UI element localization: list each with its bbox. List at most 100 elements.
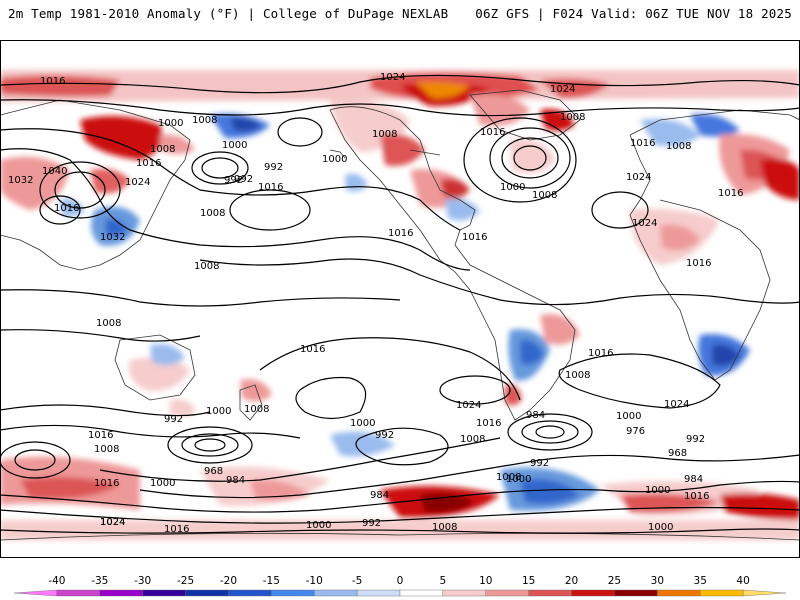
contour-label: 1000 bbox=[322, 154, 347, 165]
contour-label: 984 bbox=[226, 475, 245, 486]
colorbar-tick-label: -30 bbox=[134, 575, 151, 587]
contour-label: 1008 bbox=[200, 208, 225, 219]
colorbar-segment bbox=[657, 589, 701, 597]
colorbar-tick-label: -20 bbox=[220, 575, 237, 587]
contour-label: 1000 bbox=[648, 522, 673, 533]
contour-label: 1000 bbox=[506, 474, 531, 485]
colorbar-segment bbox=[142, 589, 186, 597]
contour-label: 1024 bbox=[456, 400, 481, 411]
contour-label: 1016 bbox=[684, 491, 709, 502]
colorbar-tick-label: -5 bbox=[352, 575, 362, 587]
contour-label: 1016 bbox=[136, 158, 161, 169]
contour-label: 968 bbox=[668, 448, 687, 459]
contour-label: 1008 bbox=[496, 472, 521, 483]
contour-label: 1000 bbox=[500, 182, 525, 193]
contour-label: 1024 bbox=[100, 517, 125, 528]
colorbar-tick-label: -10 bbox=[306, 575, 323, 587]
contour-label: 1008 bbox=[565, 370, 590, 381]
contour-label: 1016 bbox=[718, 188, 743, 199]
contour-label: 1016 bbox=[388, 228, 413, 239]
contour-label: 1000 bbox=[150, 478, 175, 489]
contour-label: 1008 bbox=[532, 190, 557, 201]
colorbar-segment bbox=[742, 589, 787, 597]
contour-label: 1040 bbox=[42, 166, 67, 177]
colorbar-labels: -40 -35 -30 -25 -20 -15 -10 -5 0 5 10 15 20 25 30 35 40 bbox=[48, 575, 749, 587]
colorbar-segment bbox=[314, 589, 358, 597]
colorbar-tick-label: 40 bbox=[736, 575, 749, 587]
colorbar-segment bbox=[271, 589, 315, 597]
colorbar-tick-label: 25 bbox=[608, 575, 621, 587]
contour-label: 968 bbox=[204, 466, 223, 477]
colorbar-segment bbox=[228, 589, 272, 597]
colorbar-tick-label: 30 bbox=[651, 575, 664, 587]
contour-label: 1000 bbox=[350, 418, 375, 429]
contour-label: 992 bbox=[686, 434, 705, 445]
colorbar-segment bbox=[99, 589, 143, 597]
colorbar-segment bbox=[399, 589, 444, 597]
contour-label: 1016 bbox=[588, 348, 613, 359]
contour-label: 1008 bbox=[372, 129, 397, 140]
contour-label: 1024 bbox=[664, 399, 689, 410]
contour-label: 1000 bbox=[616, 411, 641, 422]
contour-label: 992 bbox=[362, 518, 381, 529]
contour-label: 1016 bbox=[686, 258, 711, 269]
contour-label: 1032 bbox=[8, 175, 33, 186]
temperature-anomaly-map: 1016 1024 1000 1008 1008 1000 992 992 10… bbox=[0, 40, 800, 558]
contour-label: 1024 bbox=[626, 172, 651, 183]
colorbar-tick-label: -35 bbox=[91, 575, 108, 587]
colorbar-segment bbox=[356, 589, 401, 597]
contour-label: 1000 bbox=[645, 485, 670, 496]
colorbar-tick-label: -15 bbox=[263, 575, 280, 587]
colorbar-tick-label: -25 bbox=[177, 575, 194, 587]
contour-label: 1032 bbox=[100, 232, 125, 243]
isobars bbox=[0, 74, 800, 534]
contour-label: 1016 bbox=[88, 430, 113, 441]
contour-label: 1016 bbox=[164, 524, 189, 535]
contour-label: 1008 bbox=[244, 404, 269, 415]
colorbar-segment bbox=[528, 589, 572, 597]
contour-label: 1008 bbox=[194, 261, 219, 272]
contour-label: 1000 bbox=[222, 140, 247, 151]
contour-label: 1016 bbox=[54, 203, 79, 214]
contour-label: 1016 bbox=[258, 182, 283, 193]
contour-label: 1000 bbox=[158, 118, 183, 129]
colorbar-tick-label: 20 bbox=[565, 575, 578, 587]
colorbar-segment bbox=[700, 589, 744, 597]
colorbar-segment bbox=[614, 589, 658, 597]
colorbar: -40 -35 -30 -25 -20 -15 -10 -5 0 5 10 15 20 25 30 35 40 bbox=[13, 575, 787, 597]
contour-label: 1016 bbox=[462, 232, 487, 243]
contour-label: 1008 bbox=[96, 318, 121, 329]
contour-label: 1024 bbox=[125, 177, 150, 188]
colorbar-tick-label: 15 bbox=[522, 575, 535, 587]
colorbar-tick-label: 10 bbox=[479, 575, 492, 587]
colorbar-tick-label: 5 bbox=[440, 575, 447, 587]
contour-labels: 1016 1024 1000 1008 1008 1000 992 992 10… bbox=[8, 72, 743, 535]
contour-label: 992 bbox=[264, 162, 283, 173]
colorbar-tick-label: 0 bbox=[397, 575, 404, 587]
contour-label: 1016 bbox=[480, 127, 505, 138]
contour-label: 1016 bbox=[476, 418, 501, 429]
colorbar-segments bbox=[13, 589, 787, 597]
contour-label: 1008 bbox=[560, 112, 585, 123]
contour-label: 1016 bbox=[300, 344, 325, 355]
map-valid-time: 06Z GFS | F024 Valid: 06Z TUE NOV 18 202… bbox=[475, 6, 792, 21]
contour-label: 1008 bbox=[192, 115, 217, 126]
contour-label: 992 bbox=[375, 430, 394, 441]
contour-label: 976 bbox=[626, 426, 645, 437]
contour-label: 1008 bbox=[94, 444, 119, 455]
map-title: 2m Temp 1981-2010 Anomaly (°F) | College… bbox=[8, 6, 449, 21]
contour-label: 984 bbox=[526, 410, 545, 421]
contour-label: 1016 bbox=[40, 76, 65, 87]
contour-label: 1008 bbox=[432, 522, 457, 533]
colorbar-segment bbox=[485, 589, 529, 597]
colorbar-tick-label: -40 bbox=[48, 575, 65, 587]
contour-label: 1000 bbox=[206, 406, 231, 417]
contour-label: 1024 bbox=[100, 517, 125, 528]
contour-label: 1024 bbox=[380, 72, 405, 83]
colorbar-segment bbox=[571, 589, 615, 597]
contour-label: 1008 bbox=[666, 141, 691, 152]
contour-label: 984 bbox=[684, 474, 703, 485]
contour-label: 984 bbox=[370, 490, 389, 501]
contour-label: 1000 bbox=[306, 520, 331, 531]
colorbar-segment bbox=[185, 589, 229, 597]
